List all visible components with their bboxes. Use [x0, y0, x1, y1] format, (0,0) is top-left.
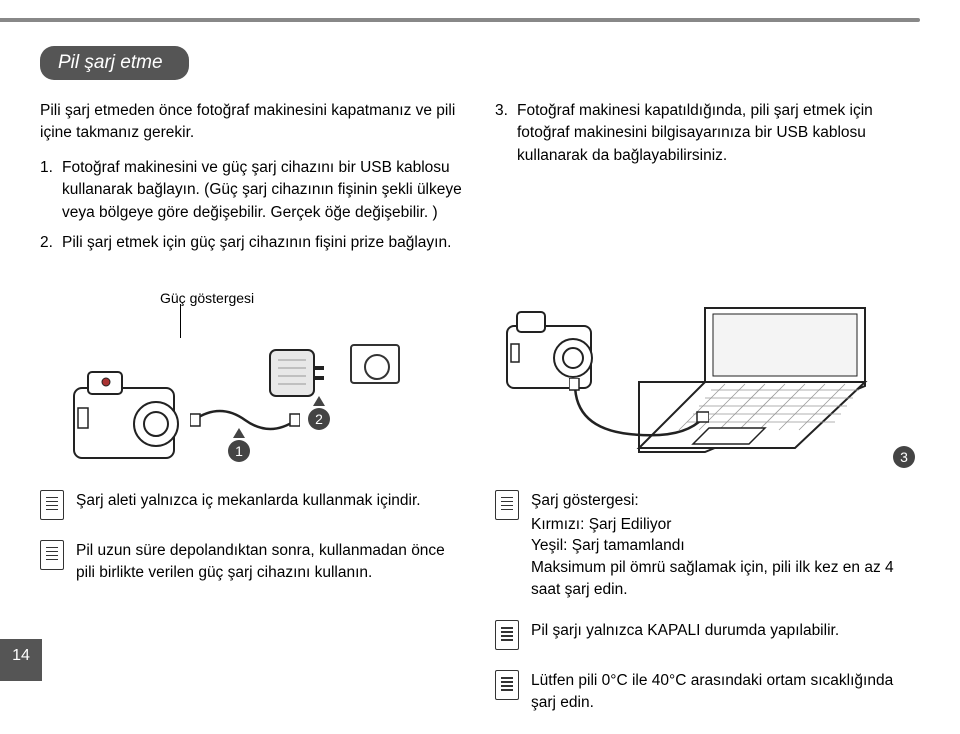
step-3: 3. Fotoğraf makinesi kapatıldığında, pil…: [495, 100, 920, 167]
instruction-columns: Pili şarj etmeden önce fotoğraf makinesi…: [40, 100, 920, 263]
marker-3: 3: [893, 446, 915, 468]
section-title-tab: Pil şarj etme: [40, 46, 189, 80]
step-number: 1.: [40, 157, 53, 179]
marker-1: 1: [228, 440, 250, 462]
note-icon: [495, 490, 519, 520]
charge-max: Maksimum pil ömrü sağlamak için, pili il…: [531, 557, 920, 600]
note-text: Pil uzun süre depolandıktan sonra, kulla…: [76, 540, 465, 583]
step-number: 2.: [40, 232, 53, 254]
notes-left-column: Şarj aleti yalnızca iç mekanlarda kullan…: [40, 490, 465, 734]
note-icon: [495, 670, 519, 700]
intro-text: Pili şarj etmeden önce fotoğraf makinesi…: [40, 100, 465, 145]
note-item: Pil uzun süre depolandıktan sonra, kulla…: [40, 540, 465, 583]
camera-illustration: [70, 368, 190, 468]
charge-indicator-text: Şarj göstergesi: Kırmızı: Şarj Ediliyor …: [531, 490, 920, 600]
illustration-left: Güç göstergesi 1 2: [40, 290, 465, 480]
right-column: 3. Fotoğraf makinesi kapatıldığında, pil…: [495, 100, 920, 263]
usb-cable-illustration: [190, 400, 300, 440]
page-number: 14: [0, 639, 42, 681]
note-text: Pil şarjı yalnızca KAPALI durumda yapıla…: [531, 620, 839, 642]
outlet-illustration: [350, 344, 400, 384]
step-text: Fotoğraf makinesi kapatıldığında, pili ş…: [517, 102, 873, 164]
note-item: Pil şarjı yalnızca KAPALI durumda yapıla…: [495, 620, 920, 650]
marker-2: 2: [308, 408, 330, 430]
steps-right: 3. Fotoğraf makinesi kapatıldığında, pil…: [495, 100, 920, 167]
left-column: Pili şarj etmeden önce fotoğraf makinesi…: [40, 100, 465, 263]
note-icon: [40, 540, 64, 570]
steps-left: 1. Fotoğraf makinesini ve güç şarj cihaz…: [40, 157, 465, 255]
charge-indicator-note: Şarj göstergesi: Kırmızı: Şarj Ediliyor …: [495, 490, 920, 600]
step-1: 1. Fotoğraf makinesini ve güç şarj cihaz…: [40, 157, 465, 224]
step-text: Fotoğraf makinesini ve güç şarj cihazını…: [62, 159, 462, 221]
charge-title: Şarj göstergesi:: [531, 490, 920, 512]
illustration-row: Güç göstergesi 1 2: [40, 290, 920, 480]
note-icon: [495, 620, 519, 650]
note-text: Lütfen pili 0°C ile 40°C arasındaki orta…: [531, 670, 920, 713]
label-connector-line: [180, 304, 181, 338]
usb-cable-laptop-illustration: [569, 378, 709, 446]
note-text: Şarj aleti yalnızca iç mekanlarda kullan…: [76, 490, 421, 512]
arrow-icon: [233, 428, 245, 438]
charge-green: Yeşil: Şarj tamamlandı: [531, 535, 920, 557]
notes-right-column: Şarj göstergesi: Kırmızı: Şarj Ediliyor …: [495, 490, 920, 734]
power-indicator-label: Güç göstergesi: [160, 290, 254, 306]
arrow-icon: [313, 396, 325, 406]
top-divider: [0, 18, 920, 22]
step-2: 2. Pili şarj etmek için güç şarj cihazın…: [40, 232, 465, 254]
note-item: Şarj aleti yalnızca iç mekanlarda kullan…: [40, 490, 465, 520]
step-text: Pili şarj etmek için güç şarj cihazının …: [62, 234, 451, 251]
charge-red: Kırmızı: Şarj Ediliyor: [531, 514, 920, 536]
illustration-right: 3: [495, 290, 920, 480]
note-item: Lütfen pili 0°C ile 40°C arasındaki orta…: [495, 670, 920, 713]
notes-row: Şarj aleti yalnızca iç mekanlarda kullan…: [40, 490, 920, 734]
step-number: 3.: [495, 100, 508, 122]
note-icon: [40, 490, 64, 520]
